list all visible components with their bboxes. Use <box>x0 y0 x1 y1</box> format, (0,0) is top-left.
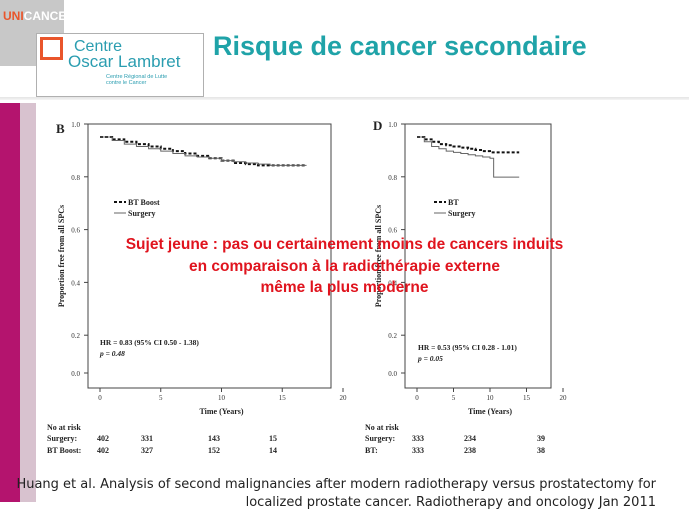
logo-subtitle2: contre le Cancer <box>106 80 147 86</box>
panel-d-legend-label: Surgery <box>448 209 476 218</box>
panel-b-risk-label: Surgery: <box>47 434 77 443</box>
panel-b-ylabel: Proportion free from all SPCs <box>57 205 66 307</box>
panel-d-ytick-label: 0.0 <box>388 370 397 378</box>
figure-panel <box>36 105 689 460</box>
panel-b-xtick-label: 5 <box>159 394 163 402</box>
panel-d-ylabel: Proportion free from all SPCs <box>374 205 383 307</box>
panel-d-risk-value: 39 <box>537 434 545 443</box>
citation-line1: Huang et al. Analysis of second malignan… <box>16 477 656 492</box>
panel-b-risk-header: No at risk <box>47 423 81 432</box>
panel-d-xtick-label: 5 <box>452 394 456 402</box>
panel-b-series-bt-boost <box>100 136 307 167</box>
panel-b-xtick-label: 0 <box>98 394 102 402</box>
panel-d-ytick-label: 0.4 <box>388 279 397 287</box>
panel-d-stat-hr: HR = 0.53 (95% CI 0.28 - 1.01) <box>418 343 517 352</box>
panel-b-legend-label: BT Boost <box>128 198 160 207</box>
panel-b-risk-label: BT Boost: <box>47 446 81 455</box>
panel-b-ytick-label: 0.8 <box>71 174 80 182</box>
panel-d-risk-value: 333 <box>412 434 424 443</box>
panel-d-xlabel: Time (Years) <box>468 407 512 416</box>
logo-subtitle1: Centre Régional de Lutte <box>106 74 168 80</box>
panel-d-series-bt <box>417 136 520 154</box>
logo-line2: Oscar Lambret <box>68 52 181 71</box>
panel-b-risk-value: 152 <box>208 446 220 455</box>
panel-b-stat-p: p = 0.48 <box>99 349 125 358</box>
citation-line2: localized prostate cancer. Radiotherapy … <box>245 495 656 510</box>
panel-b-risk-value: 143 <box>208 434 220 443</box>
brand-cancer: CANCER <box>23 9 76 23</box>
panel-d-risk-label: BT: <box>365 446 378 455</box>
panel-b-risk-value: 14 <box>269 446 277 455</box>
panel-d-xtick-label: 0 <box>415 394 419 402</box>
panel-b-risk-value: 331 <box>141 434 153 443</box>
panel-d-risk-label: Surgery: <box>365 434 395 443</box>
panel-b-xtick-label: 10 <box>218 394 226 402</box>
panel-b-legend-label: Surgery <box>128 209 156 218</box>
panel-b-ytick-label: 0.6 <box>71 227 80 235</box>
panel-b-ytick-label: 0.0 <box>71 370 80 378</box>
panel-d-xtick-label: 20 <box>560 394 568 402</box>
panel-d-risk-value: 234 <box>464 434 476 443</box>
logo-square-icon <box>40 37 63 60</box>
logo-line1: Centre <box>74 38 123 55</box>
panel-d-risk-value: 38 <box>537 446 545 455</box>
panel-d-risk-value: 333 <box>412 446 424 455</box>
overlay-line1: Sujet jeune : pas ou certainement moins … <box>125 236 564 253</box>
panel-b-panel-label: B <box>56 121 65 136</box>
panel-b-stat-hr: HR = 0.83 (95% CI 0.50 - 1.38) <box>100 338 199 347</box>
sidebar-accent <box>0 103 20 502</box>
panel-d-plot-frame <box>404 123 552 389</box>
panel-b-risk-value: 402 <box>97 446 109 455</box>
panel-d-ytick-label: 0.2 <box>388 332 397 340</box>
panel-b-series-surgery <box>100 136 307 166</box>
panel-b-xtick-label: 15 <box>279 394 287 402</box>
panel-b-xtick-label: 20 <box>340 394 348 402</box>
panel-b-xlabel: Time (Years) <box>199 407 243 416</box>
oscar-lambret-logo <box>36 33 204 97</box>
panel-b-risk-value: 402 <box>97 434 109 443</box>
panel-b-risk-value: 15 <box>269 434 277 443</box>
overlay-line3: même la plus moderne <box>260 279 429 296</box>
panel-d-series-surgery <box>417 136 520 178</box>
page-title: Risque de cancer secondaire <box>213 31 587 61</box>
panel-d-legend-label: BT <box>448 198 459 207</box>
panel-d-panel-label: D <box>373 118 382 133</box>
panel-b-ytick-label: 1.0 <box>71 121 80 129</box>
panel-d-xtick-label: 10 <box>487 394 495 402</box>
brand-uni: UNI <box>3 9 24 23</box>
overlay-line2: en comparaison à la radiothérapie extern… <box>189 258 500 275</box>
panel-d-xtick-label: 15 <box>523 394 531 402</box>
panel-d-ytick-label: 1.0 <box>388 121 397 129</box>
panel-d-risk-value: 238 <box>464 446 476 455</box>
header-divider <box>0 97 689 100</box>
panel-d-ytick-label: 0.8 <box>388 174 397 182</box>
panel-b-plot-frame <box>87 123 332 389</box>
panel-d-ytick-label: 0.6 <box>388 227 397 235</box>
panel-d-risk-header: No at risk <box>365 423 399 432</box>
panel-b-ytick-label: 0.4 <box>71 279 80 287</box>
panel-b-risk-value: 327 <box>141 446 153 455</box>
sidebar-accent-light <box>20 103 36 502</box>
panel-d-stat-p: p = 0.05 <box>417 354 443 363</box>
panel-b-ytick-label: 0.2 <box>71 332 80 340</box>
unicancer-wordmark: UNICANCER <box>3 9 75 23</box>
